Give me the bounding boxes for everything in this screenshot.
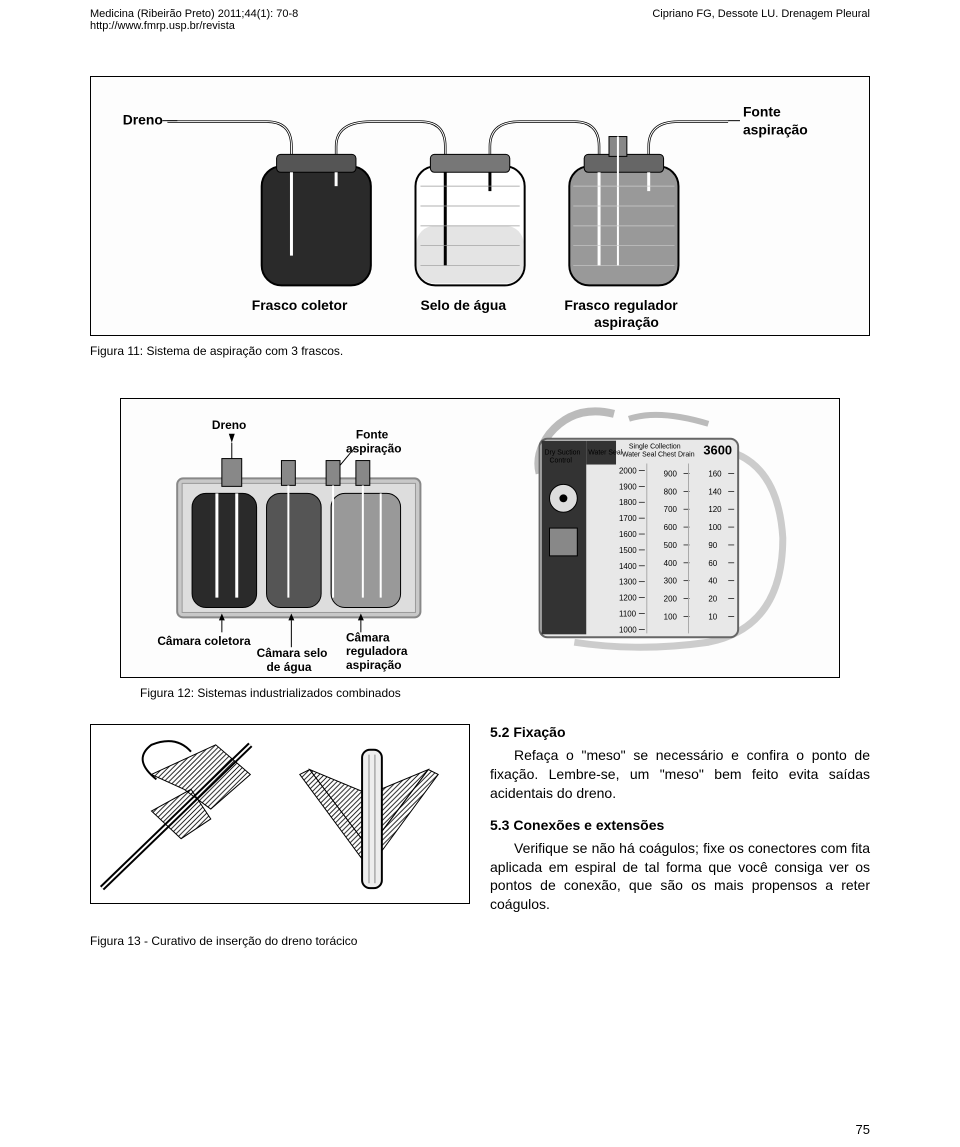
page-number: 75 bbox=[856, 1122, 870, 1137]
label-camara-reg3: aspiração bbox=[346, 658, 402, 672]
figure-13 bbox=[90, 724, 470, 904]
figure-12: Dreno Fonte aspiração bbox=[120, 398, 840, 678]
svg-text:160: 160 bbox=[708, 469, 722, 478]
label-camara-reg2: reguladora bbox=[346, 644, 408, 658]
label-aspiracao: aspiração bbox=[743, 122, 808, 138]
svg-text:100: 100 bbox=[664, 612, 678, 621]
label-camara-selo2: de água bbox=[267, 660, 312, 674]
svg-text:300: 300 bbox=[664, 577, 678, 586]
svg-text:Control: Control bbox=[550, 458, 573, 465]
page-content: Dreno Fonte aspiração Frasco coletor Sel… bbox=[0, 76, 960, 948]
bottom-section: Figura 13 - Curativo de inserção do dren… bbox=[90, 724, 870, 948]
header-left: Medicina (Ribeirão Preto) 2011;44(1): 70… bbox=[90, 8, 298, 32]
paragraph-conexoes: Verifique se não há coágulos; fixe os co… bbox=[490, 839, 870, 915]
label-dreno-12: Dreno bbox=[212, 418, 246, 432]
svg-text:100: 100 bbox=[708, 523, 722, 532]
svg-text:2000: 2000 bbox=[619, 466, 637, 475]
figure-12-svg: Dreno Fonte aspiração bbox=[121, 399, 839, 677]
svg-text:900: 900 bbox=[664, 469, 678, 478]
figure-11: Dreno Fonte aspiração Frasco coletor Sel… bbox=[90, 76, 870, 336]
svg-text:500: 500 bbox=[664, 541, 678, 550]
paragraph-fixacao: Refaça o "meso" se necessário e confira … bbox=[490, 746, 870, 803]
svg-text:200: 200 bbox=[664, 595, 678, 604]
figure-13-column: Figura 13 - Curativo de inserção do dren… bbox=[90, 724, 470, 948]
svg-text:1000: 1000 bbox=[619, 625, 637, 634]
figure-11-svg: Dreno Fonte aspiração Frasco coletor Sel… bbox=[91, 77, 869, 335]
svg-text:1500: 1500 bbox=[619, 546, 637, 555]
svg-text:60: 60 bbox=[708, 559, 717, 568]
label-frasco-reg2: aspiração bbox=[594, 314, 659, 330]
figure-13-svg bbox=[91, 725, 469, 903]
label-fonte-12: Fonte bbox=[356, 428, 389, 442]
svg-text:20: 20 bbox=[708, 595, 717, 604]
figure-12-caption: Figura 12: Sistemas industrializados com… bbox=[140, 686, 870, 700]
url-line: http://www.fmrp.usp.br/revista bbox=[90, 20, 298, 32]
label-dreno: Dreno bbox=[123, 112, 163, 128]
svg-text:Water Seal: Water Seal bbox=[588, 450, 623, 457]
heading-fixacao: 5.2 Fixação bbox=[490, 724, 870, 740]
svg-text:Water Seal Chest Drain: Water Seal Chest Drain bbox=[622, 452, 695, 459]
heading-conexoes: 5.3 Conexões e extensões bbox=[490, 817, 870, 833]
label-camara-coletora: Câmara coletora bbox=[157, 634, 251, 648]
text-column: 5.2 Fixação Refaça o "meso" se necessári… bbox=[490, 724, 870, 948]
svg-text:Single Collection: Single Collection bbox=[629, 444, 681, 451]
label-frasco-coletor: Frasco coletor bbox=[252, 297, 348, 313]
label-fonte: Fonte bbox=[743, 104, 781, 120]
svg-text:Dry Suction: Dry Suction bbox=[545, 450, 581, 457]
svg-text:10: 10 bbox=[708, 612, 717, 621]
svg-text:1800: 1800 bbox=[619, 498, 637, 507]
header-right: Cipriano FG, Dessote LU. Drenagem Pleura… bbox=[652, 8, 870, 32]
page-header: Medicina (Ribeirão Preto) 2011;44(1): 70… bbox=[0, 0, 960, 36]
svg-text:1700: 1700 bbox=[619, 514, 637, 523]
authors-title: Cipriano FG, Dessote LU. Drenagem Pleura… bbox=[652, 8, 870, 20]
svg-text:40: 40 bbox=[708, 577, 717, 586]
svg-text:140: 140 bbox=[708, 487, 722, 496]
label-camara-reg1: Câmara bbox=[346, 630, 390, 644]
figure-11-caption: Figura 11: Sistema de aspiração com 3 fr… bbox=[90, 344, 870, 358]
svg-text:600: 600 bbox=[664, 523, 678, 532]
svg-text:1400: 1400 bbox=[619, 562, 637, 571]
svg-text:400: 400 bbox=[664, 559, 678, 568]
svg-text:90: 90 bbox=[708, 541, 717, 550]
svg-text:1900: 1900 bbox=[619, 482, 637, 491]
label-camara-selo1: Câmara selo bbox=[257, 646, 328, 660]
journal-line: Medicina (Ribeirão Preto) 2011;44(1): 70… bbox=[90, 8, 298, 20]
svg-text:1600: 1600 bbox=[619, 530, 637, 539]
label-selo-agua: Selo de água bbox=[420, 297, 506, 313]
svg-text:700: 700 bbox=[664, 505, 678, 514]
svg-text:1200: 1200 bbox=[619, 594, 637, 603]
label-frasco-reg1: Frasco regulador bbox=[564, 297, 678, 313]
figure-13-caption: Figura 13 - Curativo de inserção do dren… bbox=[90, 934, 470, 948]
svg-text:1300: 1300 bbox=[619, 578, 637, 587]
label-aspiracao-12: aspiração bbox=[346, 442, 402, 456]
svg-text:800: 800 bbox=[664, 487, 678, 496]
svg-text:1100: 1100 bbox=[619, 609, 637, 618]
svg-text:120: 120 bbox=[708, 505, 722, 514]
svg-text:3600: 3600 bbox=[703, 443, 732, 458]
